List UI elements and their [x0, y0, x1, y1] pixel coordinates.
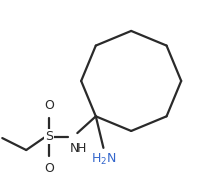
Text: H: H: [77, 142, 86, 155]
Text: S: S: [45, 130, 53, 143]
Text: N: N: [70, 142, 79, 155]
Text: H$_2$N: H$_2$N: [91, 152, 116, 167]
Text: O: O: [44, 99, 54, 112]
Text: O: O: [44, 162, 54, 175]
